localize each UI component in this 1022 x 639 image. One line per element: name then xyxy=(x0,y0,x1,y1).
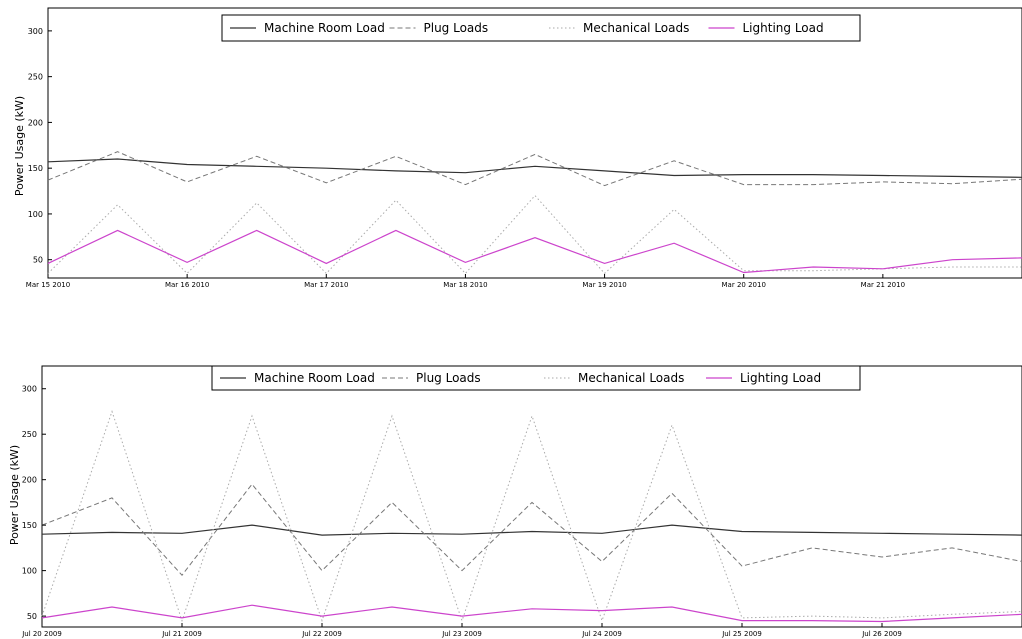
chart-panel-top: Power Usage (kW) 50 100 150 200 250 300 Mar 1… xyxy=(13,7,1022,289)
x-tick-label: Mar 17 2010 xyxy=(304,281,348,289)
x-tick-label: Mar 20 2010 xyxy=(722,281,766,289)
x-tick-label: Mar 15 2010 xyxy=(26,281,70,289)
x-tick-label: Jul 22 2009 xyxy=(301,630,342,638)
x-tick-label: Mar 21 2010 xyxy=(861,281,905,289)
x-tick-label: Mar 19 2010 xyxy=(582,281,626,289)
legend-label: Lighting Load xyxy=(740,371,821,385)
legend-label: Plug Loads xyxy=(416,371,481,385)
legend-box xyxy=(221,14,861,42)
x-tick-label: Jul 20 2009 xyxy=(21,630,62,638)
y-tick-label: 150 xyxy=(22,521,37,530)
legend-label: Mechanical Loads xyxy=(583,21,689,35)
x-axis: Jul 20 2009 Jul 21 2009 Jul 22 2009 Jul 23 … xyxy=(21,623,902,638)
series-line-2 xyxy=(41,409,1022,623)
series-line-3 xyxy=(47,229,1022,274)
legend-label: Plug Loads xyxy=(424,21,489,35)
y-tick-label: 50 xyxy=(33,256,43,265)
series-line-0 xyxy=(41,524,1022,536)
y-tick-label: 200 xyxy=(22,476,37,485)
series-lines xyxy=(47,151,1022,275)
legend-label: Machine Room Load xyxy=(264,21,385,35)
series-line-1 xyxy=(47,151,1022,187)
legend: Machine Room Load Plug Loads Mechanical Lo… xyxy=(221,14,861,42)
y-tick-label: 50 xyxy=(27,612,37,621)
x-tick-label: Jul 26 2009 xyxy=(861,630,902,638)
y-axis-label: Power Usage (kW) xyxy=(13,96,26,196)
y-tick-label: 100 xyxy=(22,567,37,576)
y-axis: 50 100 150 200 250 300 xyxy=(22,385,46,621)
legend-box xyxy=(211,365,861,391)
series-line-0 xyxy=(47,158,1022,178)
y-axis-label: Power Usage (kW) xyxy=(8,445,21,545)
series-line-3 xyxy=(41,604,1022,623)
x-tick-label: Mar 18 2010 xyxy=(443,281,487,289)
plot-area xyxy=(47,7,1022,279)
series-line-1 xyxy=(41,483,1022,576)
x-axis: Mar 15 2010 Mar 16 2010 Mar 17 2010 Mar 18 … xyxy=(26,274,905,289)
plot-area xyxy=(41,365,1022,628)
legend-label: Machine Room Load xyxy=(254,371,375,385)
series-lines xyxy=(41,409,1022,623)
series-line-2 xyxy=(47,194,1022,275)
y-tick-label: 150 xyxy=(28,164,43,173)
legend: Machine Room Load Plug Loads Mechanical Lo… xyxy=(211,365,861,391)
x-tick-label: Jul 23 2009 xyxy=(441,630,482,638)
legend-label: Mechanical Loads xyxy=(578,371,684,385)
x-tick-label: Jul 25 2009 xyxy=(721,630,762,638)
y-tick-label: 100 xyxy=(28,210,43,219)
y-tick-label: 300 xyxy=(22,385,37,394)
y-tick-label: 250 xyxy=(28,73,43,82)
x-tick-label: Mar 16 2010 xyxy=(165,281,209,289)
chart-panel-bottom: Power Usage (kW) 50 100 150 200 250 300 Jul 2… xyxy=(8,365,1022,638)
legend-label: Lighting Load xyxy=(743,21,824,35)
y-axis: 50 100 150 200 250 300 xyxy=(28,27,52,265)
y-tick-label: 200 xyxy=(28,118,43,127)
y-tick-label: 300 xyxy=(28,27,43,36)
y-tick-label: 250 xyxy=(22,430,37,439)
x-tick-label: Jul 21 2009 xyxy=(161,630,202,638)
x-tick-label: Jul 24 2009 xyxy=(581,630,622,638)
